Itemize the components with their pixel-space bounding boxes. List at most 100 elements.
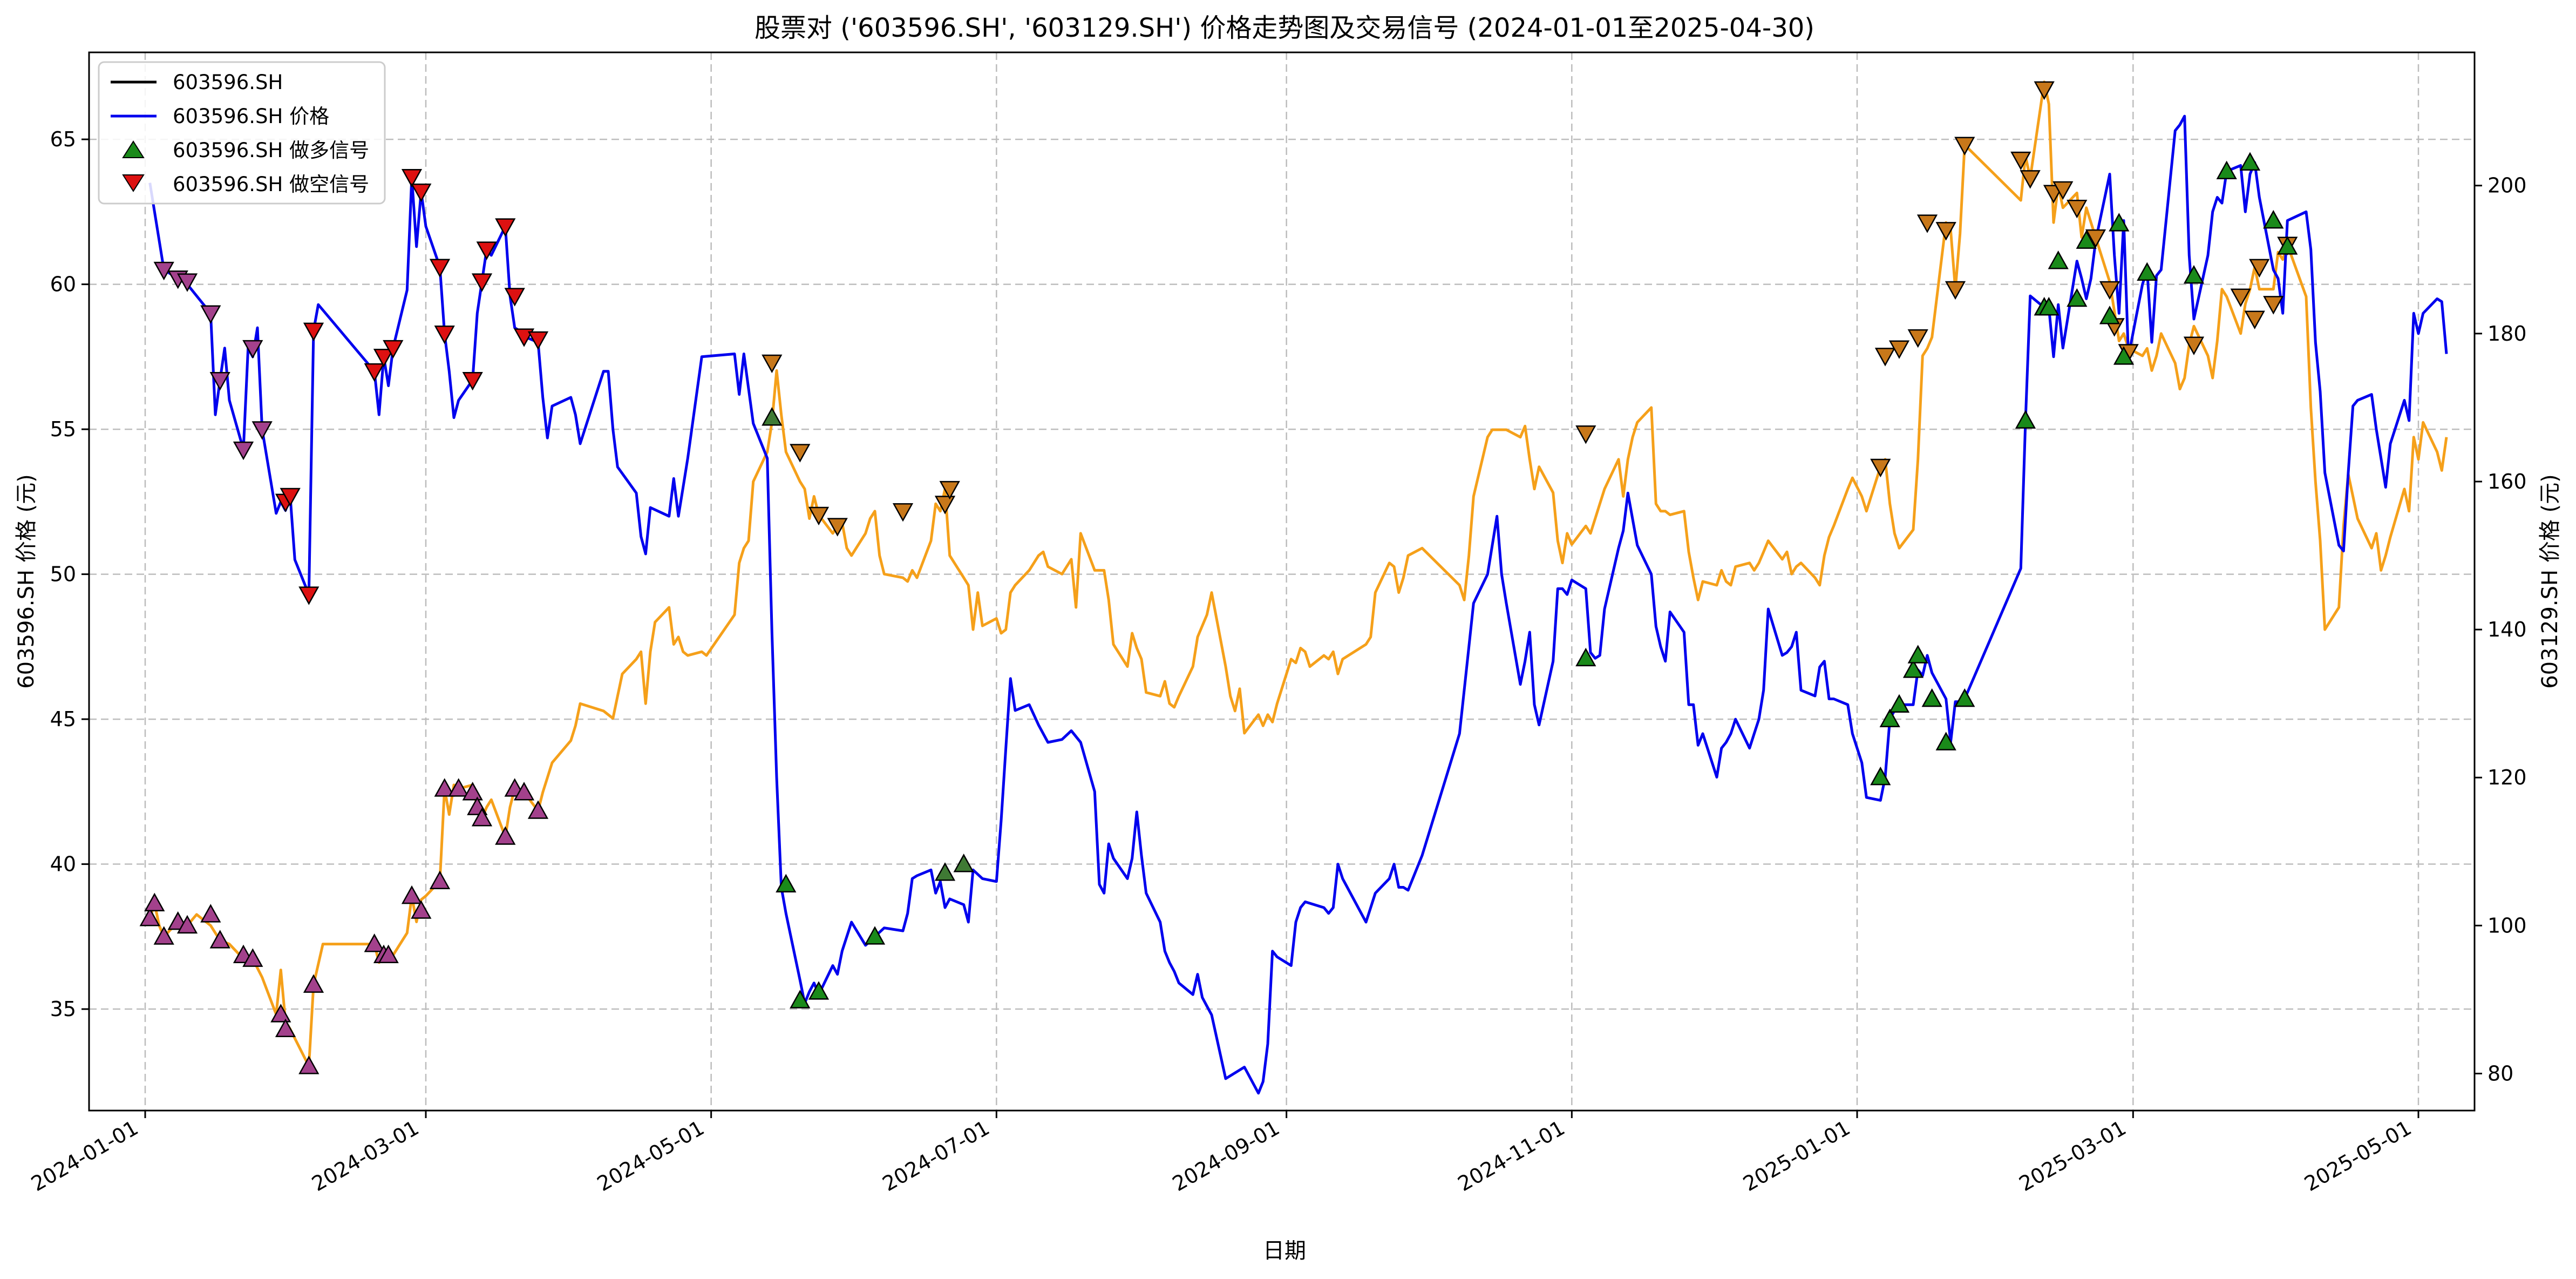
- long-signal-marker: [953, 854, 974, 872]
- short-signal-marker: [411, 183, 432, 202]
- legend-down-triangle-icon: [122, 174, 145, 192]
- short-signal-marker: [1888, 340, 1910, 359]
- legend-label-2: 603596.SH 做多信号: [173, 139, 369, 162]
- y-right-tick-label: 200: [2487, 174, 2527, 198]
- series-line-1: [148, 80, 2448, 1068]
- short-signal-marker: [2085, 229, 2106, 248]
- long-signal-marker: [471, 808, 493, 827]
- long-signal-marker: [434, 778, 455, 797]
- short-signal-marker: [2010, 151, 2031, 171]
- long-signal-marker: [1879, 708, 1900, 727]
- short-signal-marker: [1945, 281, 1966, 300]
- long-signal-marker: [1888, 694, 1910, 713]
- short-signal-marker: [280, 488, 301, 507]
- y-right-tick-label: 160: [2487, 470, 2527, 493]
- series-layer: [148, 80, 2448, 1095]
- y-axis-right: 80 100 120 140 160 180 200: [2475, 174, 2527, 1085]
- short-signal-marker: [762, 354, 783, 374]
- long-signal-marker: [209, 930, 230, 949]
- signal-markers: [139, 81, 2298, 1074]
- short-signal-marker: [383, 340, 404, 359]
- long-signal-marker: [144, 892, 165, 912]
- long-signal-marker: [776, 874, 797, 893]
- y-axis-left-label: 603596.SH 价格 (元): [14, 474, 39, 689]
- short-signal-marker: [808, 506, 830, 526]
- chart-title: 股票对 ('603596.SH', '603129.SH') 价格走势图及交易信…: [755, 13, 1814, 43]
- short-signal-marker: [504, 288, 525, 307]
- y-left-tick-label: 55: [50, 417, 76, 441]
- long-signal-marker: [790, 990, 811, 1009]
- long-signal-marker: [2137, 262, 2158, 281]
- y-left-tick-label: 40: [50, 852, 76, 876]
- short-signal-marker: [1870, 458, 1891, 478]
- long-signal-marker: [2076, 230, 2097, 249]
- long-signal-marker: [411, 900, 432, 919]
- long-signal-marker: [2048, 251, 2069, 269]
- short-signal-marker: [200, 305, 221, 324]
- short-signal-marker: [401, 169, 423, 188]
- short-signal-marker: [1935, 222, 1956, 241]
- grid-lines: [89, 52, 2475, 1111]
- short-signal-marker: [252, 421, 273, 440]
- short-signal-marker: [2020, 170, 2041, 189]
- long-signal-marker: [934, 862, 956, 881]
- long-signal-marker: [364, 933, 385, 952]
- long-signal-marker: [513, 782, 535, 801]
- short-signal-marker: [2263, 296, 2284, 315]
- short-signal-marker: [1954, 137, 1975, 155]
- short-signal-marker: [176, 273, 198, 292]
- short-signal-marker: [827, 518, 848, 537]
- long-signal-marker: [303, 974, 324, 993]
- long-signal-marker: [153, 926, 174, 945]
- long-signal-marker: [242, 948, 263, 967]
- long-signal-marker: [2038, 296, 2060, 316]
- y-left-tick-label: 35: [50, 997, 76, 1021]
- short-signal-marker: [790, 444, 811, 463]
- long-signal-marker: [2099, 306, 2120, 324]
- long-signal-marker: [2239, 152, 2261, 171]
- y-right-tick-label: 80: [2487, 1061, 2513, 1085]
- long-signal-marker: [2015, 410, 2036, 429]
- long-signal-marker: [527, 800, 549, 819]
- short-signal-marker: [462, 371, 483, 391]
- short-signal-marker: [2230, 288, 2251, 307]
- short-signal-marker: [2052, 181, 2074, 200]
- y-left-tick-label: 45: [50, 707, 76, 731]
- short-signal-marker: [2067, 199, 2088, 219]
- short-signal-marker: [2249, 259, 2270, 278]
- long-signal-marker: [1575, 647, 1596, 667]
- long-signal-marker: [448, 778, 469, 797]
- plot-frame: [88, 51, 2476, 1112]
- short-signal-marker: [298, 586, 320, 605]
- long-signal-marker: [1870, 766, 1891, 786]
- y-left-tick-label: 65: [50, 127, 76, 151]
- short-signal-marker: [209, 371, 230, 391]
- long-signal-marker: [495, 826, 516, 845]
- short-signal-marker: [364, 363, 385, 382]
- long-signal-marker: [462, 782, 483, 801]
- short-signal-marker: [242, 340, 263, 359]
- y-right-tick-label: 100: [2487, 913, 2527, 937]
- long-signal-marker: [176, 915, 198, 934]
- long-signal-marker: [2067, 288, 2088, 307]
- short-signal-marker: [429, 259, 451, 278]
- legend: 603596.SH 603596.SH 价格 603596.SH 做多信号 60…: [98, 61, 386, 205]
- short-signal-marker: [233, 441, 254, 461]
- long-signal-marker: [2183, 265, 2205, 284]
- short-signal-marker: [303, 322, 324, 342]
- legend-label-0: 603596.SH: [173, 71, 283, 94]
- long-signal-marker: [808, 981, 830, 1000]
- y-right-tick-label: 140: [2487, 618, 2527, 641]
- short-signal-marker: [2099, 281, 2120, 300]
- y-left-tick-label: 50: [50, 563, 76, 586]
- short-signal-marker: [2183, 336, 2205, 355]
- short-signal-marker: [1874, 348, 1896, 367]
- short-signal-marker: [2244, 310, 2265, 329]
- long-signal-marker: [2216, 160, 2237, 180]
- short-signal-marker: [471, 273, 493, 292]
- long-signal-marker: [429, 870, 451, 889]
- short-signal-marker: [434, 326, 455, 344]
- y-left-tick-label: 60: [50, 273, 76, 296]
